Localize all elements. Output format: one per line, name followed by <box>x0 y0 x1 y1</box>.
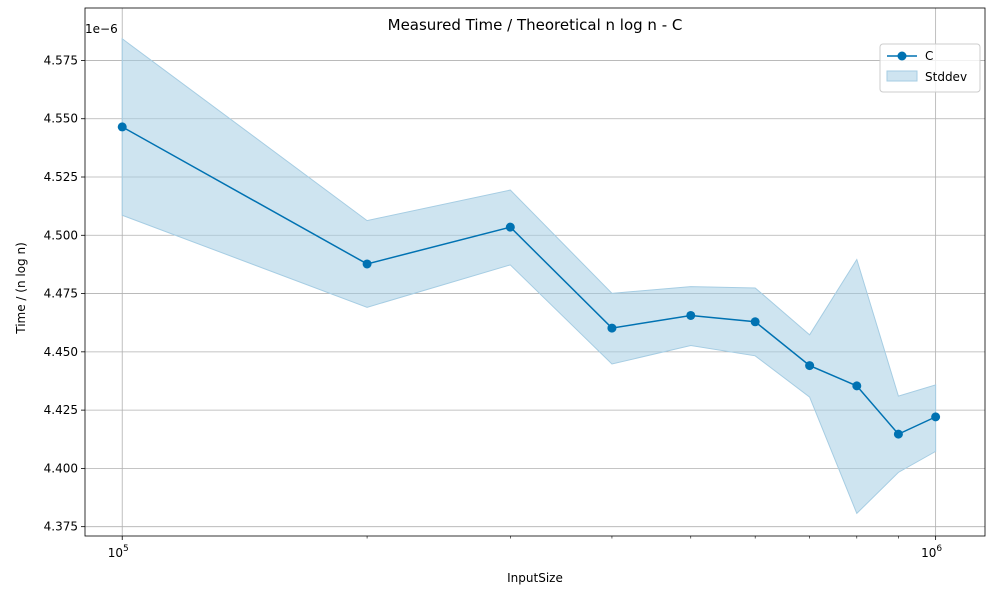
data-point <box>117 122 127 132</box>
y-tick-label: 4.425 <box>44 403 78 417</box>
data-point <box>362 259 372 269</box>
y-tick-label: 4.550 <box>44 112 78 126</box>
y-tick-label: 4.375 <box>44 520 78 534</box>
x-axis-ticks: 105 106 <box>108 536 942 560</box>
series-layer <box>117 122 941 439</box>
x-axis-label: InputSize <box>507 571 563 585</box>
x-tick-label: 105 <box>108 544 129 560</box>
data-point <box>686 310 696 320</box>
legend-patch-stddev <box>886 70 918 82</box>
legend-label-c: C <box>925 49 933 63</box>
legend-marker-c <box>897 51 907 61</box>
data-point <box>852 381 862 391</box>
data-point <box>805 361 815 371</box>
y-tick-label: 4.500 <box>44 228 78 242</box>
y-axis-label: Time / (n log n) <box>14 242 28 335</box>
y-axis-ticks: 4.375 4.400 4.425 4.450 4.475 4.500 4.525 4.550… <box>44 53 85 534</box>
y-tick-label: 4.525 <box>44 170 78 184</box>
y-axis-multiplier: 1e−6 <box>85 22 118 36</box>
series-line-c <box>121 126 936 436</box>
data-point <box>893 429 903 439</box>
legend: C Stddev <box>879 43 981 93</box>
y-tick-label: 4.475 <box>44 287 78 301</box>
data-point <box>931 412 941 422</box>
y-tick-label: 4.400 <box>44 461 78 475</box>
plot-frame <box>84 7 986 537</box>
data-point <box>607 323 617 333</box>
x-tick-label: 106 <box>921 544 942 560</box>
y-tick-label: 4.450 <box>44 345 78 359</box>
y-tick-label: 4.575 <box>44 53 78 67</box>
data-point <box>505 222 515 232</box>
data-point <box>750 317 760 327</box>
chart-title: Measured Time / Theoretical n log n - C <box>388 16 683 34</box>
stddev-band-layer <box>121 37 937 515</box>
stddev-band <box>121 37 937 515</box>
legend-label-stddev: Stddev <box>925 70 967 84</box>
